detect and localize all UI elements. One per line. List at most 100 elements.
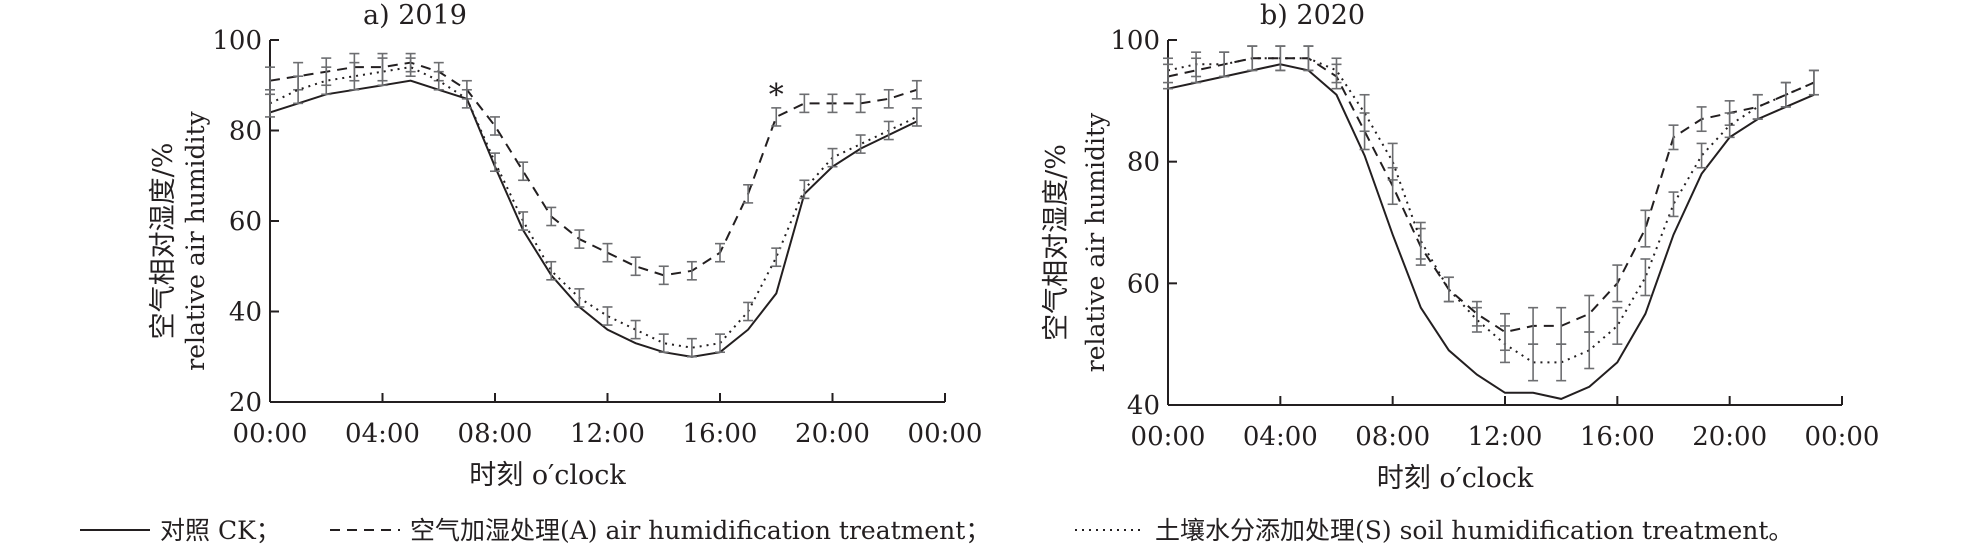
x-tick-label: 00:00 xyxy=(908,419,983,449)
error-bar-s xyxy=(1443,276,1454,303)
y-tick-label: 60 xyxy=(1127,269,1160,299)
error-bar-s xyxy=(1584,331,1595,370)
error-bar-s xyxy=(1331,57,1342,84)
y-tick-label: 20 xyxy=(229,388,262,418)
x-tick-label: 08:00 xyxy=(1355,422,1430,452)
x-tick-label: 20:00 xyxy=(795,419,870,449)
error-bar-s xyxy=(883,120,894,141)
error-bar-a xyxy=(1584,294,1595,333)
y-axis-label-en: relative air humidity xyxy=(181,110,210,370)
error-bar-a xyxy=(602,242,613,263)
y-tick-label: 60 xyxy=(229,207,262,237)
error-bar-s xyxy=(405,57,416,77)
chart-title: a) 2019 xyxy=(363,0,467,31)
error-bar-s xyxy=(630,319,641,340)
error-bar-a xyxy=(574,229,585,249)
error-bar-a xyxy=(715,242,725,263)
error-bar-s xyxy=(377,57,388,87)
chart-panel-2: 40 60 80 100 00:00 04:00 08:00 12:00 16:00 20:00 0… xyxy=(1041,0,1879,494)
error-bar-a xyxy=(799,93,810,114)
error-bar-s xyxy=(433,70,444,91)
error-bar-s xyxy=(518,211,529,231)
error-bar-a xyxy=(1640,209,1651,248)
error-bar-s xyxy=(1752,93,1763,120)
x-tick-label: 00:00 xyxy=(1805,422,1880,452)
error-bar-s xyxy=(827,147,838,168)
series-line-a xyxy=(1167,57,1815,334)
error-bar-a xyxy=(1668,124,1679,151)
x-tick-label: 04:00 xyxy=(345,419,420,449)
error-bar-a xyxy=(771,107,782,127)
error-bar-s xyxy=(1612,306,1623,345)
x-axis-label: 时刻 o′clock xyxy=(1377,463,1534,494)
error-bar-s xyxy=(1724,112,1735,139)
error-bar-a xyxy=(1696,106,1707,133)
series-line-s xyxy=(1167,57,1815,364)
error-bar-s xyxy=(799,179,810,200)
error-bar-s xyxy=(1359,93,1370,133)
error-bar-s xyxy=(349,61,360,91)
legend-label-s: 土壤水分添加处理(S) soil humidification treatmen… xyxy=(1155,516,1793,545)
y-tick-label: 40 xyxy=(229,298,262,328)
error-bar-a xyxy=(827,93,838,114)
error-bar-s xyxy=(1163,57,1173,84)
error-bar-s xyxy=(686,337,697,358)
legend-label-ck: 对照 CK； xyxy=(160,516,281,545)
error-bar-a xyxy=(630,256,641,277)
x-tick-label: 20:00 xyxy=(1692,422,1767,452)
error-bar-s xyxy=(574,288,585,308)
error-bar-s xyxy=(855,134,866,154)
error-bar-s xyxy=(321,66,332,96)
error-bar-a xyxy=(883,88,894,109)
error-bar-s xyxy=(1780,81,1791,108)
y-tick-label: 80 xyxy=(1127,148,1160,178)
x-tick-label: 08:00 xyxy=(458,419,533,449)
y-axis-label-cn: 空气相对湿度/% xyxy=(148,143,179,340)
error-bar-a xyxy=(1612,264,1623,303)
error-bar-s xyxy=(1556,343,1567,382)
error-bar-s xyxy=(1303,45,1314,72)
y-axis-label-cn: 空气相对湿度/% xyxy=(1041,144,1072,341)
error-bar-s xyxy=(1471,306,1482,333)
error-bar-s xyxy=(658,333,669,354)
error-bar-s xyxy=(1696,142,1707,169)
series-line-ck xyxy=(269,79,918,358)
error-bar-s xyxy=(1219,51,1230,78)
error-bar-s xyxy=(293,75,304,105)
error-bar-a xyxy=(490,116,500,136)
error-bar-s xyxy=(490,152,500,173)
x-tick-label: 16:00 xyxy=(683,419,758,449)
error-bar-s xyxy=(1808,69,1819,96)
error-bar-s xyxy=(771,247,782,268)
error-bar-s xyxy=(1640,258,1651,297)
y-tick-label: 100 xyxy=(212,26,262,56)
error-bar-s xyxy=(1387,142,1398,181)
y-tick-label: 100 xyxy=(1110,26,1160,56)
error-bar-s xyxy=(1528,343,1539,382)
y-axis-label-en: relative air humidity xyxy=(1081,112,1110,372)
series-line-s xyxy=(269,66,918,349)
x-tick-label: 00:00 xyxy=(233,419,308,449)
error-bar-a xyxy=(658,265,669,286)
x-axis-label: 时刻 o′clock xyxy=(469,460,626,491)
error-bar-s xyxy=(265,88,275,118)
error-bar-a xyxy=(546,206,557,227)
error-bar-a xyxy=(911,79,922,100)
error-bar-a xyxy=(743,184,754,204)
legend: 对照 CK； 空气加湿处理(A) air humidification trea… xyxy=(80,516,1793,545)
x-tick-label: 04:00 xyxy=(1243,422,1318,452)
x-tick-label: 12:00 xyxy=(570,419,645,449)
error-bar-s xyxy=(461,88,472,109)
error-bar-s xyxy=(1415,221,1426,260)
error-bar-s xyxy=(1247,45,1258,72)
error-bar-s xyxy=(1275,45,1286,72)
x-tick-label: 12:00 xyxy=(1468,422,1543,452)
series-line-a xyxy=(269,61,918,277)
series-line-ck xyxy=(1167,63,1815,400)
error-bar-s xyxy=(1191,51,1202,78)
error-bar-s xyxy=(1500,325,1510,364)
error-bar-s xyxy=(911,107,922,127)
chart-panel-1: 20 40 60 80 100 00:00 04:00 08:00 12:00 16:00 20:0… xyxy=(148,0,982,491)
legend-label-a: 空气加湿处理(A) air humidification treatment； xyxy=(410,516,990,545)
